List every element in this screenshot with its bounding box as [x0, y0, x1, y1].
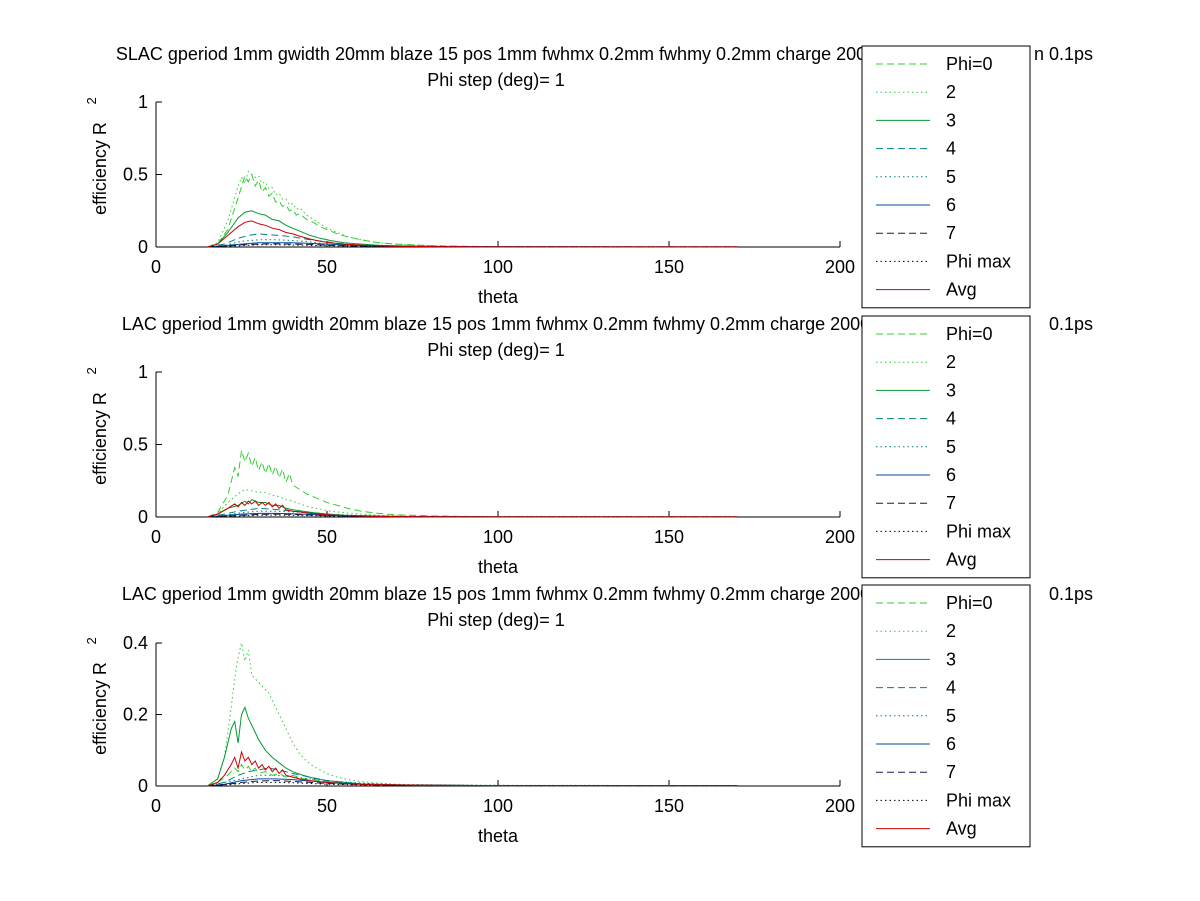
y-axis-label-superscript: 2: [84, 637, 99, 644]
x-tick-label: 0: [151, 527, 161, 547]
series-line-9: [207, 500, 738, 518]
series-line-6: [207, 778, 738, 787]
legend-label: 4: [946, 678, 956, 698]
legend-label: 5: [946, 167, 956, 187]
x-tick-label: 200: [825, 796, 855, 816]
chart-title: LAC gperiod 1mm gwidth 20mm blaze 15 pos…: [122, 584, 870, 604]
legend-label: Phi max: [946, 521, 1011, 541]
legend-label: 5: [946, 706, 956, 726]
legend-label: 7: [946, 223, 956, 243]
legend-label: Phi=0: [946, 54, 993, 74]
series-line-3: [207, 706, 738, 787]
legend-label: 6: [946, 465, 956, 485]
series-line-5: [207, 510, 738, 518]
x-axis-label: theta: [478, 557, 519, 577]
series-line-7: [207, 780, 738, 787]
series-line-9: [207, 750, 738, 787]
series-line-2: [207, 642, 738, 787]
legend-label: 3: [946, 110, 956, 130]
series-line-2: [207, 488, 738, 518]
legend-label: 5: [946, 437, 956, 457]
legend-label: 4: [946, 409, 956, 429]
subplot-2: 0 50 100 150 200 0 0.5 1 LAC gperiod 1mm gwidth …: [84, 314, 1093, 579]
legend: Phi=0 2 3 4 5 6 7 Phi max Avg: [861, 584, 1031, 848]
series-line-4: [207, 233, 738, 248]
x-tick-label: 50: [317, 257, 337, 277]
series-line-5: [207, 239, 738, 248]
series-line-7: [207, 243, 738, 248]
x-axis-label: theta: [478, 826, 519, 846]
legend-label: 2: [946, 621, 956, 641]
legend-label: 2: [946, 352, 956, 372]
legend-box: [861, 315, 1031, 579]
x-tick-label: 100: [483, 796, 513, 816]
y-axis-label: efficiency R: [90, 122, 110, 215]
x-tick-label: 0: [151, 257, 161, 277]
legend-label: 3: [946, 649, 956, 669]
chart-title-tail: 0.1ps: [1049, 314, 1093, 334]
chart-title: LAC gperiod 1mm gwidth 20mm blaze 15 pos…: [122, 314, 870, 334]
x-tick-label: 0: [151, 796, 161, 816]
x-tick-label: 50: [317, 796, 337, 816]
legend-label: Phi max: [946, 790, 1011, 810]
subplot-1: 0 50 100 150 200 0 0.5 1 SLAC gperiod 1mm gwidth…: [84, 44, 1093, 309]
series-line-2: [207, 170, 738, 248]
legend-label: Phi max: [946, 251, 1011, 271]
x-axis-label: theta: [478, 287, 519, 307]
y-tick-label: 0.4: [123, 633, 148, 653]
chart-subtitle: Phi step (deg)= 1: [427, 340, 565, 360]
y-tick-label: 0: [138, 507, 148, 527]
legend-label: 6: [946, 195, 956, 215]
y-tick-label: 1: [138, 92, 148, 112]
series-line-5: [207, 774, 738, 787]
chart-title: SLAC gperiod 1mm gwidth 20mm blaze 15 po…: [116, 44, 876, 64]
y-tick-label: 0.5: [123, 435, 148, 455]
y-tick-label: 0: [138, 237, 148, 257]
series-line-1: [207, 450, 738, 518]
legend-label: 7: [946, 493, 956, 513]
x-tick-label: 100: [483, 527, 513, 547]
subplot-3: 0 50 100 150 200 0 0.2 0.4 LAC gperiod 1mm gwidt…: [84, 584, 1093, 848]
x-tick-label: 200: [825, 257, 855, 277]
legend-label: Phi=0: [946, 324, 993, 344]
series-line-7: [207, 513, 738, 518]
legend-label: 2: [946, 82, 956, 102]
x-tick-label: 200: [825, 527, 855, 547]
chart-subtitle: Phi step (deg)= 1: [427, 610, 565, 630]
series-line-9: [207, 220, 738, 248]
legend-label: Phi=0: [946, 593, 993, 613]
legend-label: 3: [946, 380, 956, 400]
x-tick-label: 150: [654, 796, 684, 816]
legend-label: Avg: [946, 819, 977, 839]
y-tick-label: 1: [138, 362, 148, 382]
y-tick-label: 0.5: [123, 165, 148, 185]
y-axis-label-superscript: 2: [84, 97, 99, 104]
y-tick-label: 0: [138, 776, 148, 796]
legend-label: Avg: [946, 280, 977, 300]
legend-box: [861, 584, 1031, 848]
legend: Phi=0 2 3 4 5 6 7 Phi max Avg: [861, 315, 1031, 579]
x-tick-label: 150: [654, 257, 684, 277]
y-axis-label-superscript: 2: [84, 367, 99, 374]
y-axis-label: efficiency R: [90, 662, 110, 755]
legend: Phi=0 2 3 4 5 6 7 Phi max Avg: [861, 45, 1031, 309]
chart-subtitle: Phi step (deg)= 1: [427, 70, 565, 90]
legend-label: 7: [946, 762, 956, 782]
x-tick-label: 150: [654, 527, 684, 547]
legend-label: 4: [946, 139, 956, 159]
series-line-3: [207, 210, 738, 248]
y-tick-label: 0.2: [123, 705, 148, 725]
x-tick-label: 50: [317, 527, 337, 547]
chart-title-tail: 0.1ps: [1049, 584, 1093, 604]
chart-title-tail: n 0.1ps: [1034, 44, 1093, 64]
y-axis-label: efficiency R: [90, 392, 110, 485]
legend-label: 6: [946, 734, 956, 754]
x-tick-label: 100: [483, 257, 513, 277]
legend-label: Avg: [946, 550, 977, 570]
